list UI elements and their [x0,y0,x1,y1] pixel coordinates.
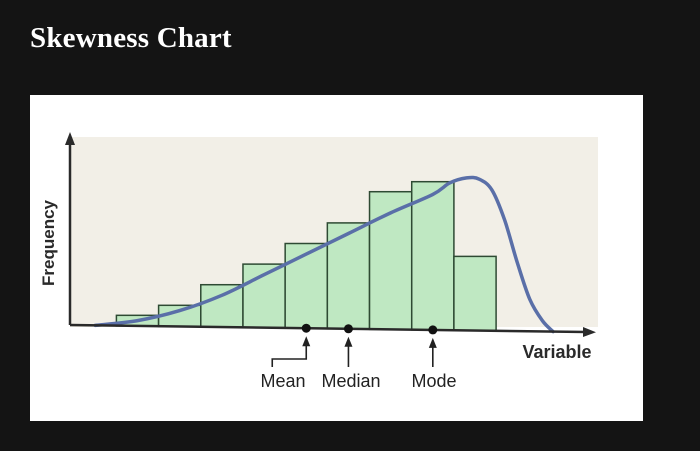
marker-label-mean: Mean [260,371,305,391]
x-axis-label: Variable [522,342,591,362]
frequency-curve [93,175,555,334]
marker-dot-median [343,324,353,334]
bars-layer [115,180,497,332]
marker-dot-mode [428,325,438,335]
markers-layer: Mean Median Mode [260,323,457,391]
marker-label-median: Median [321,371,380,391]
skewness-chart: Frequency Variable Mean Median Mode [39,132,598,391]
x-axis-arrowhead [583,327,596,337]
marker-label-mode: Mode [411,371,456,391]
marker-arrow-mean [271,344,308,367]
histogram-bar [410,180,455,331]
page-title: Skewness Chart [30,22,232,54]
marker-arrowhead-mode [428,337,437,348]
marker-arrowhead-mean [302,336,311,347]
marker-dot-mean [301,323,311,333]
histogram-bar [284,242,329,329]
chart-panel: Frequency Variable Mean Median Mode [30,95,643,421]
x-axis [69,323,587,334]
y-axis-label: Frequency [39,199,58,286]
marker-arrowhead-median [344,336,353,347]
histogram-bar [453,255,497,332]
histogram-bar [200,283,244,328]
y-axis-arrowhead [65,132,75,145]
